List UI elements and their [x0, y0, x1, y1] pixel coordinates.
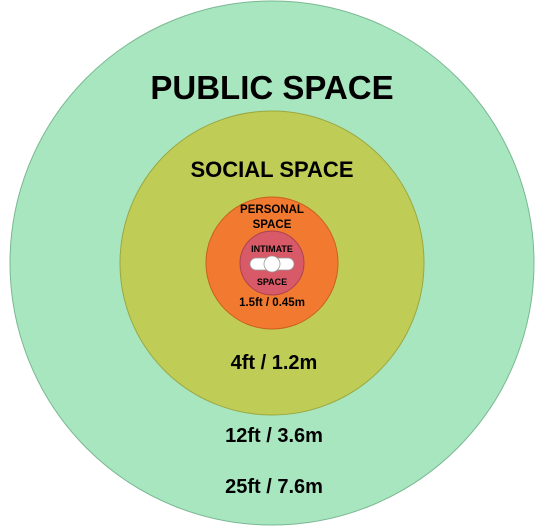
person-top-view-icon: [249, 255, 295, 273]
social-space-title: SOCIAL SPACE: [191, 157, 354, 182]
public-space-distance: 25ft / 7.6m: [225, 476, 323, 498]
social-space-distance: 12ft / 3.6m: [225, 425, 323, 447]
intimate-space-title-line1: INTIMATE: [251, 244, 293, 254]
personal-space-title-line1: PERSONAL: [240, 204, 304, 216]
public-space-title: PUBLIC SPACE: [150, 69, 393, 106]
intimate-space-distance: 1.5ft / 0.45m: [239, 297, 305, 309]
intimate-space-title-line2: SPACE: [257, 277, 287, 287]
personal-space-distance: 4ft / 1.2m: [231, 352, 318, 374]
personal-space-title-line2: SPACE: [253, 219, 292, 231]
